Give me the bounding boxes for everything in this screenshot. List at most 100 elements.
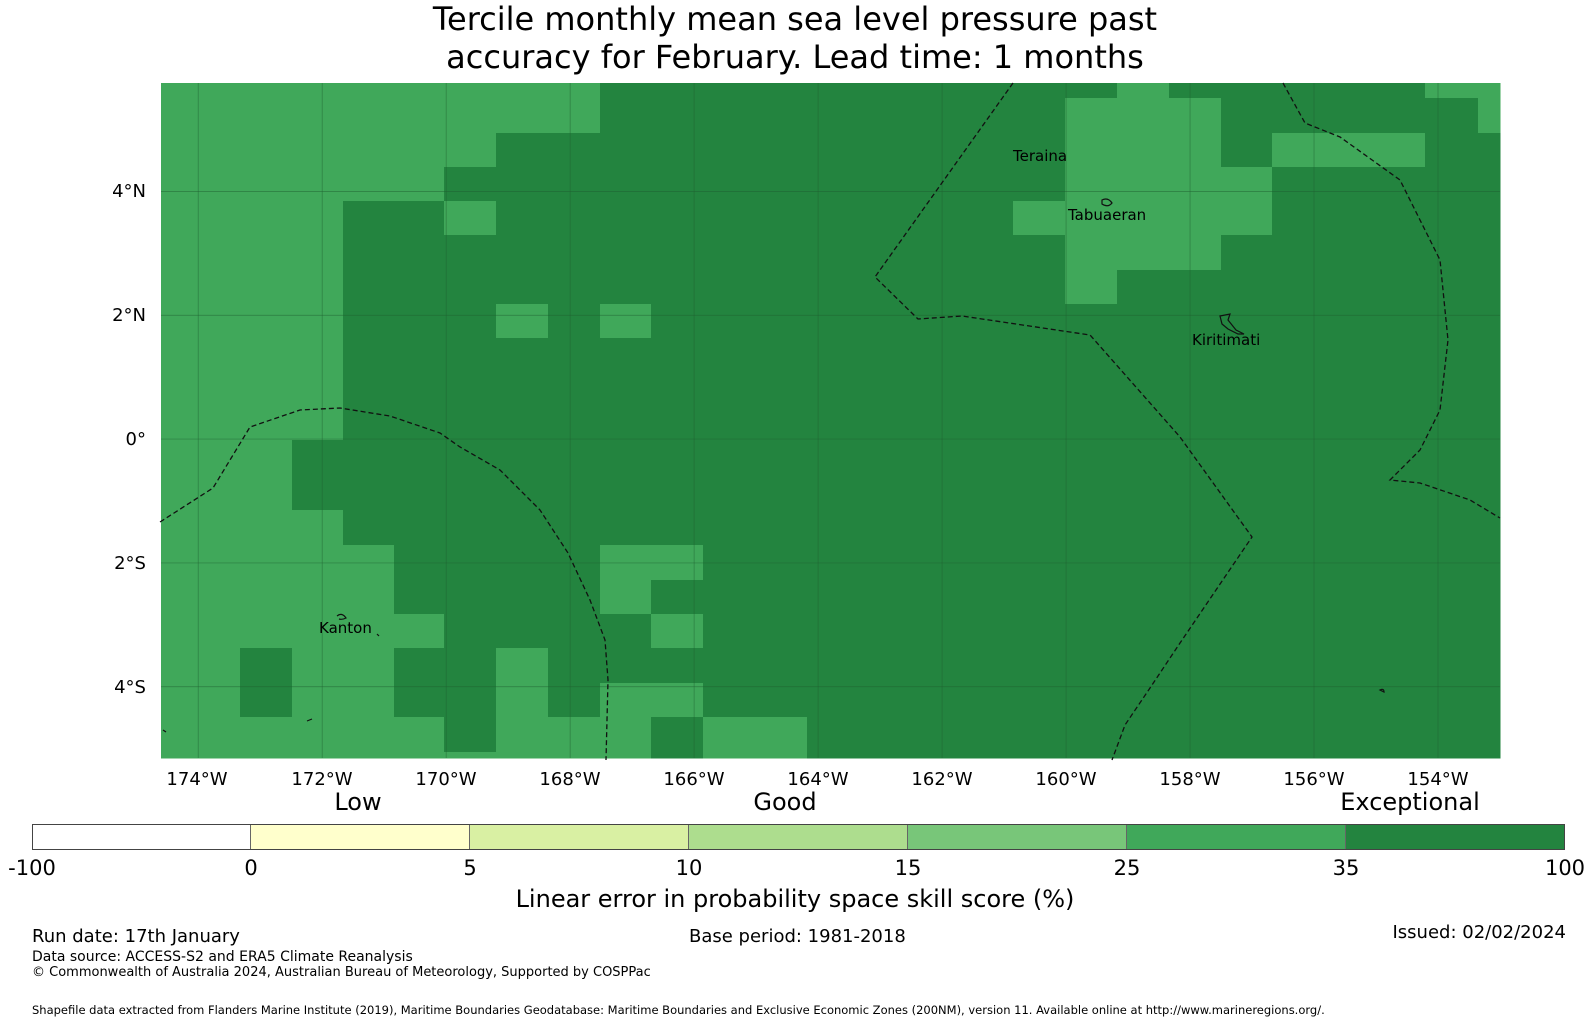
colorbar-segment [470,825,689,849]
skill-cell [292,338,344,373]
skill-cell [1169,752,1222,759]
skill-cell [703,752,756,759]
skill-cell [200,83,241,99]
skill-cell [651,201,704,236]
skill-cell [651,167,704,202]
skill-cell [1117,648,1170,684]
lat-label: 2°S [114,553,146,574]
title-line-1: Tercile monthly mean sea level pressure … [432,0,1158,38]
skill-cell [1374,270,1426,305]
skill-cell [292,683,344,718]
skill-cell [755,98,808,134]
skill-cell [1065,83,1118,99]
colorbar-segment [251,825,470,849]
skill-cell [1013,408,1066,441]
skill-cell [600,510,652,546]
island-tabuaeran-outline [1101,198,1113,207]
skill-cell [1117,580,1170,615]
skill-cell [1221,133,1273,168]
skill-cell [200,475,241,511]
skill-cell [1425,338,1479,373]
skill-cell [703,338,756,373]
skill-cell [496,752,549,759]
skill-cell [1169,133,1222,168]
skill-cell [1221,235,1273,271]
skill-cell [1478,167,1501,202]
skill-cell [292,717,344,753]
legend-category-low: Low [334,788,382,816]
skill-cell [240,98,293,134]
skill-cell [1117,408,1170,441]
skill-cell [1065,167,1118,202]
skill-cell [200,167,241,202]
skill-cell [343,270,395,305]
skill-cell [496,717,549,753]
skill-cell [496,408,549,441]
skill-cell [394,440,445,476]
skill-cell [394,752,445,759]
skill-cell [1374,475,1426,511]
skill-cell [161,648,201,684]
skill-cell [161,133,201,168]
skill-cell [807,648,1014,684]
skill-cell [1478,304,1501,339]
skill-cell [703,614,756,649]
skill-cell [703,270,756,305]
skill-cell [444,614,497,649]
skill-cell [394,98,445,134]
skill-cell [200,98,241,134]
skill-cell [292,408,344,441]
skill-cell [703,133,756,168]
skill-cell [600,270,652,305]
colorbar-tick: 25 [1113,856,1141,880]
skill-cell [1117,752,1170,759]
skill-cell [343,338,395,373]
skill-cell [496,304,549,339]
skill-cell [444,475,497,511]
skill-cell [703,717,756,753]
skill-cell [703,201,756,236]
skill-cell [703,440,756,476]
skill-cell [1065,683,1118,718]
skill-cell [1478,98,1501,134]
skill-cell [1117,338,1170,373]
colorbar-tick: 5 [463,856,477,880]
skill-cell [1013,510,1066,546]
skill-cell [1478,683,1501,718]
skill-cell [548,510,601,546]
skill-cell [200,338,241,373]
skill-cell [651,717,704,753]
skill-cell [161,372,201,409]
skill-cell [292,304,344,339]
skill-cell [161,683,201,718]
skill-cell [496,648,549,684]
skill-cell [394,717,445,753]
skill-cell [200,510,241,546]
skill-cell [1013,270,1066,305]
skill-cell [600,201,652,236]
skill-cell [1478,440,1501,476]
skill-cell [1374,98,1426,134]
island-kanton-outline [336,613,347,620]
colorbar-segment [689,825,908,849]
lon-label: 162°W [911,769,973,790]
skill-cell [1065,98,1118,134]
skill-cell [548,270,601,305]
skill-cell [240,614,293,649]
skill-cell [1013,752,1066,759]
skill-cell [200,133,241,168]
skill-cell [444,717,497,753]
skill-cell [1478,408,1501,441]
skill-cell [703,83,756,99]
skill-cell [755,338,808,373]
skill-cell [444,338,497,373]
skill-cell [600,580,652,615]
skill-cell [343,683,395,718]
skill-cell [1374,717,1426,753]
skill-cell [1065,408,1118,441]
skill-cell [343,475,395,511]
skill-cell [1169,83,1222,99]
skill-cell [600,98,652,134]
skill-cell [1117,683,1170,718]
eez-boundaries [159,82,1501,761]
